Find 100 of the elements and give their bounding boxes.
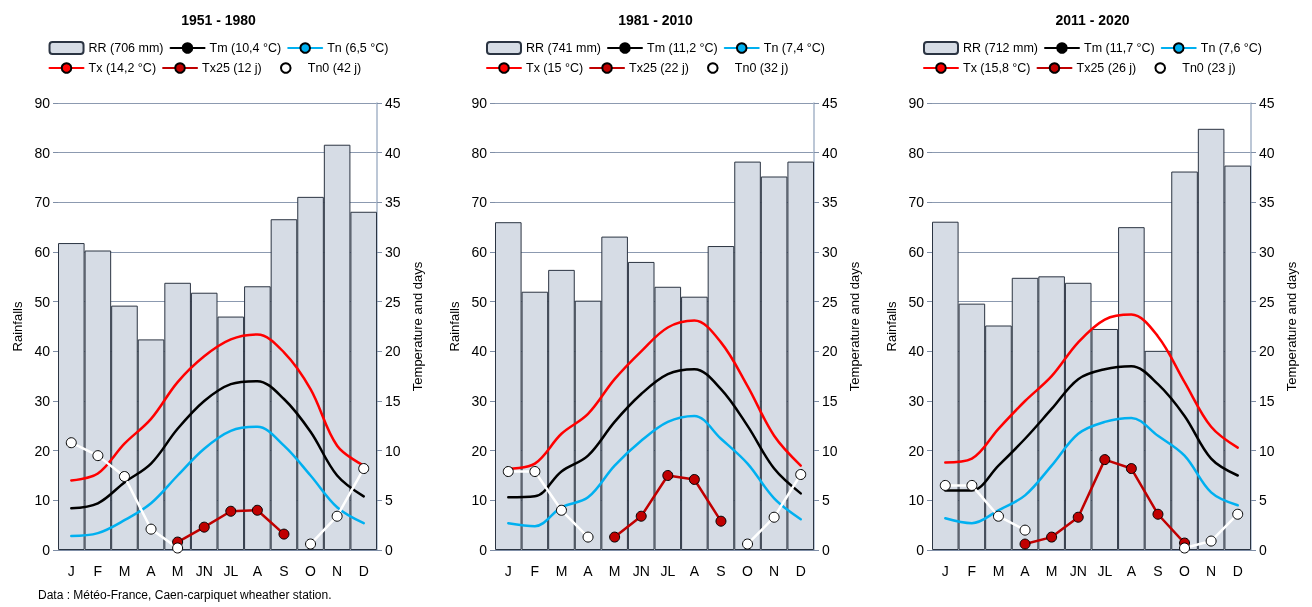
y-tick-label: 60 [471, 244, 488, 260]
y-tick-label: 80 [908, 144, 925, 161]
y-axis-title: Rainfalls [9, 301, 25, 352]
y-tick-label: 90 [34, 95, 51, 111]
x-tick-label: S [279, 563, 289, 579]
point [1232, 508, 1244, 520]
point [768, 511, 780, 523]
x-tick-label: D [358, 563, 369, 579]
point [555, 504, 567, 516]
y2-tick-label: 5 [822, 492, 830, 509]
x-tick-label: J [941, 563, 949, 579]
point [635, 510, 647, 522]
y2-tick-label: 15 [822, 393, 838, 409]
y2-tick-label: 30 [385, 244, 401, 260]
y2-axis-title: Temperature and days [1284, 261, 1300, 392]
y2-tick-label: 40 [822, 144, 838, 161]
x-tick-label: JL [223, 563, 239, 579]
y-tick-label: 20 [34, 442, 51, 459]
text: Data : Météo-France, Caen-carpiquet wheather station. [38, 588, 332, 602]
legend-label: Tx (15,8 °C) [962, 61, 1031, 75]
point [662, 470, 674, 481]
legend-label: Tn0 (23 j) [1182, 61, 1236, 75]
legend-label: Tn (7,6 °C) [1200, 41, 1263, 55]
x-tick-label: JN [1069, 563, 1087, 579]
y-tick-label: 10 [471, 492, 488, 509]
line-series [944, 416, 1239, 525]
x-tick-label: JL [1097, 563, 1113, 579]
y-tick-label: 20 [471, 442, 488, 459]
x-tick-label: O [305, 563, 317, 579]
y2-tick-label: 5 [1259, 492, 1267, 509]
point [65, 437, 77, 449]
x-tick-label: N [1206, 563, 1217, 579]
y2-tick-label: 10 [1259, 442, 1275, 459]
y2-tick-label: 25 [1259, 293, 1275, 310]
x-tick-label: M [171, 563, 184, 579]
point [502, 466, 514, 478]
y2-axis-title: Temperature and days [847, 261, 863, 392]
x-tick-label: J [504, 563, 512, 579]
chart-title: 2011 - 2020 [1055, 12, 1130, 28]
x-tick-label: M [992, 563, 1005, 579]
y-tick-label: 40 [34, 343, 51, 360]
legend-label: Tx25 (22 j) [629, 61, 689, 75]
x-tick-label: A [1020, 563, 1031, 579]
point [1205, 535, 1217, 547]
legend-label: Tn0 (32 j) [734, 61, 789, 75]
point [1152, 508, 1164, 520]
y-tick-label: 0 [42, 542, 51, 558]
y-tick-label: 40 [908, 343, 925, 360]
legend-label: Tx25 (12 j) [202, 61, 262, 75]
x-tick-label: S [1153, 563, 1163, 579]
point [715, 515, 727, 527]
y-axis-title: Rainfalls [883, 301, 899, 352]
y2-tick-label: 45 [822, 95, 838, 111]
legend-label: Tm (11,7 °C) [1084, 41, 1155, 55]
point [278, 528, 290, 540]
point [609, 531, 621, 543]
point [795, 469, 807, 480]
x-tick-label: N [332, 563, 343, 579]
point [1179, 542, 1191, 554]
y-tick-label: 0 [916, 542, 925, 558]
legend-label: RR (741 mm) [525, 41, 602, 55]
legend-label: RR (712 mm) [962, 41, 1039, 55]
y-tick-label: 80 [34, 144, 51, 161]
point [118, 471, 130, 482]
x-tick-label: J [67, 563, 75, 579]
y-tick-label: 50 [471, 293, 488, 310]
x-tick-label: N [769, 563, 780, 579]
x-tick-label: D [795, 563, 806, 579]
point [742, 538, 754, 550]
y2-tick-label: 40 [385, 144, 401, 161]
x-tick-label: A [1126, 563, 1137, 579]
y2-tick-label: 40 [1259, 144, 1275, 161]
legend-label: Tn (6,5 °C) [327, 41, 389, 55]
line-series [70, 379, 365, 510]
y2-tick-label: 20 [822, 343, 838, 360]
y2-axis-title: Temperature and days [410, 261, 426, 392]
point [331, 510, 343, 522]
y-tick-label: 90 [471, 95, 488, 111]
y2-tick-label: 0 [385, 542, 393, 558]
y2-tick-label: 30 [1259, 244, 1275, 260]
point [966, 479, 978, 491]
x-tick-label: F [93, 563, 103, 579]
point [582, 531, 594, 543]
y2-tick-label: 5 [385, 492, 393, 509]
legend-label: Tm (11,2 °C) [647, 41, 718, 55]
point [251, 504, 263, 516]
y2-tick-label: 0 [822, 542, 830, 558]
y-tick-label: 30 [908, 393, 925, 409]
point [198, 521, 210, 533]
y-tick-label: 20 [908, 442, 925, 459]
line-series [70, 425, 365, 538]
point [529, 466, 541, 478]
y2-tick-label: 35 [385, 194, 401, 211]
y-tick-label: 90 [908, 95, 925, 111]
x-tick-label: JN [195, 563, 213, 579]
line-series [507, 414, 802, 528]
y-tick-label: 10 [908, 492, 925, 509]
x-tick-label: M [118, 563, 131, 579]
legend-label: Tm (10,4 °C) [209, 41, 282, 55]
point [172, 542, 184, 554]
